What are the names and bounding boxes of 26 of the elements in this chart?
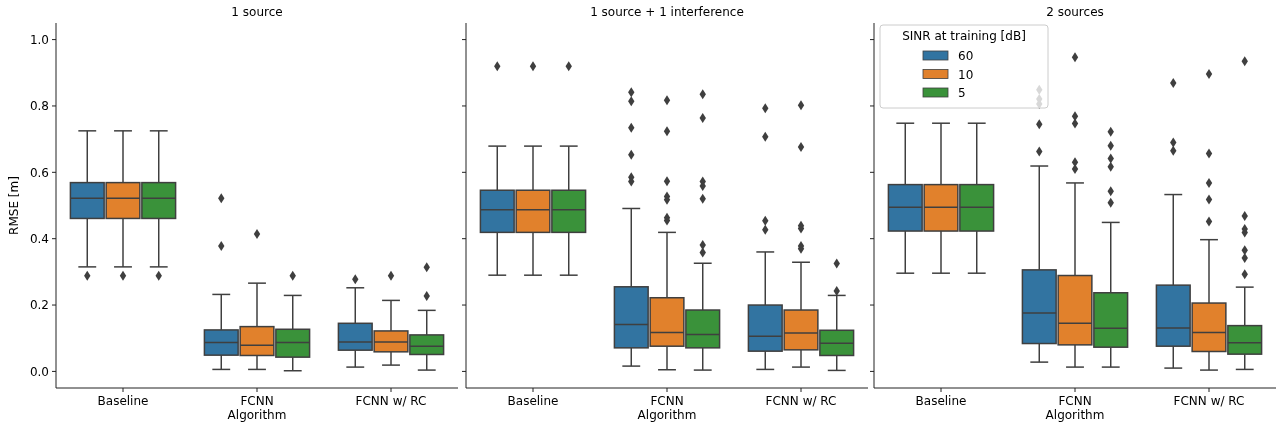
y-axis-title: RMSE [m]: [7, 176, 21, 235]
legend-label: 10: [958, 67, 974, 82]
legend-title: SINR at training [dB]: [902, 29, 1026, 43]
y-tick-label: 0.4: [29, 231, 49, 246]
x-tick-label: Baseline: [97, 394, 149, 408]
y-tick-label: 0.8: [29, 99, 49, 114]
chart-title: 1 source: [231, 5, 283, 19]
chart-title: 2 sources: [1046, 5, 1104, 19]
x-tick-label: Baseline: [915, 394, 967, 408]
x-tick-label: FCNN: [1058, 394, 1092, 408]
x-axis-title: Algorithm: [227, 408, 287, 422]
y-tick-label: 0.0: [29, 364, 49, 379]
x-tick-label: FCNN: [240, 394, 274, 408]
x-tick-label: FCNN w/ RC: [355, 394, 427, 408]
legend-label: 5: [958, 86, 966, 100]
y-tick-label: 1.0: [29, 32, 49, 47]
x-tick-label: FCNN: [650, 394, 684, 408]
x-tick-label: FCNN w/ RC: [765, 394, 837, 408]
chart-title: 1 source + 1 interference: [590, 5, 744, 19]
x-tick-label: Baseline: [507, 394, 559, 408]
x-axis-title: Algorithm: [637, 408, 697, 422]
x-tick-label: FCNN w/ RC: [1173, 394, 1245, 408]
x-axis-title: Algorithm: [1045, 408, 1105, 422]
legend-label: 60: [958, 49, 974, 63]
y-tick-label: 0.2: [29, 298, 49, 313]
y-tick-label: 0.6: [29, 165, 49, 180]
